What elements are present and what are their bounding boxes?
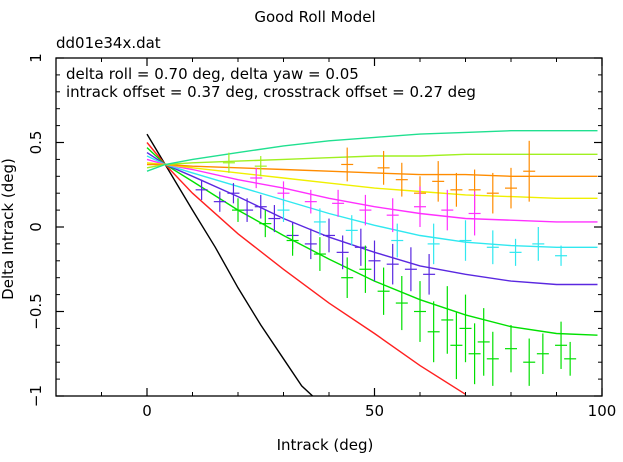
curve-model-seagreen (146, 129, 598, 172)
data-point (450, 311, 463, 380)
x-tick-label: 50 (365, 402, 384, 420)
curve-model-lightgreen (146, 153, 598, 169)
data-point (377, 150, 390, 185)
data-point (222, 152, 235, 173)
y-tick-label: −0.5 (27, 293, 45, 329)
data-point (468, 323, 481, 385)
curve-model-red (146, 142, 466, 395)
data-point (195, 179, 208, 200)
data-point (368, 240, 381, 282)
data-point (414, 281, 426, 342)
file-label: dd01e34x.dat (56, 34, 161, 52)
data-point (441, 189, 454, 231)
data-point (395, 162, 408, 197)
data-point (232, 198, 244, 222)
data-point (468, 191, 481, 236)
chart-title: Good Roll Model (254, 8, 375, 26)
data-point (486, 172, 499, 214)
curve-model-black (146, 133, 314, 396)
data-point (423, 254, 436, 295)
data-point (509, 238, 522, 266)
data-point (313, 237, 326, 271)
data-point (555, 245, 568, 266)
data-point (486, 230, 499, 265)
data-point (459, 220, 472, 261)
data-point (254, 156, 267, 177)
data-point (532, 227, 545, 261)
data-point (336, 235, 349, 270)
data-point (427, 301, 440, 363)
data-point (323, 218, 335, 253)
data-point (304, 189, 317, 214)
data-point (441, 286, 454, 354)
y-tick-label: 0 (27, 222, 45, 232)
data-point (227, 183, 240, 204)
data-point (359, 245, 372, 293)
data-point (505, 167, 517, 209)
data-points (195, 140, 577, 386)
y-axis-label: Delta Intrack (deg) (0, 158, 17, 300)
data-point (523, 140, 536, 202)
data-point (523, 338, 536, 386)
data-point (386, 198, 399, 233)
x-tick-label: 0 (142, 402, 152, 420)
data-point (332, 189, 345, 217)
data-point (427, 223, 440, 265)
data-point (213, 191, 226, 212)
x-axis-label: Intrack (deg) (277, 436, 374, 454)
data-point (536, 333, 549, 375)
data-point (414, 186, 426, 227)
model-curves (146, 129, 598, 396)
data-point (391, 223, 404, 258)
data-point (505, 325, 517, 373)
data-point (564, 341, 577, 376)
data-point (313, 208, 326, 236)
curve-model-orange (147, 163, 598, 178)
annotation-line-2: intrack offset = 0.37 deg, crosstrack of… (66, 83, 476, 101)
curve-model-yellow (146, 162, 598, 200)
curve-model-green (146, 147, 598, 336)
x-tick-label: 100 (588, 402, 617, 420)
data-point (477, 308, 490, 376)
data-point (259, 210, 272, 238)
data-point (404, 247, 417, 292)
data-point (250, 167, 263, 189)
data-point (555, 321, 568, 369)
data-point (268, 205, 281, 233)
data-point (459, 294, 472, 363)
data-point (304, 228, 317, 260)
data-point (450, 172, 463, 207)
annotation-line-1: delta roll = 0.70 deg, delta yaw = 0.05 (66, 65, 359, 83)
data-point (286, 225, 299, 256)
y-tick-label: 1 (27, 53, 45, 63)
data-point (277, 198, 290, 222)
data-point (359, 194, 372, 226)
data-point (254, 194, 267, 219)
data-point (486, 331, 499, 386)
data-point (341, 257, 354, 298)
data-point (395, 276, 408, 331)
data-point (341, 147, 354, 182)
y-tick-label: 0.5 (27, 131, 45, 155)
curve-model-magenta (146, 158, 598, 223)
y-tick-label: −1 (27, 385, 45, 407)
axis-ticks: 0 50 100 −1 −0.5 0 0.5 1 (27, 53, 616, 420)
data-point (432, 161, 445, 202)
data-point (386, 243, 399, 285)
data-point (377, 267, 390, 315)
data-point (345, 215, 358, 246)
